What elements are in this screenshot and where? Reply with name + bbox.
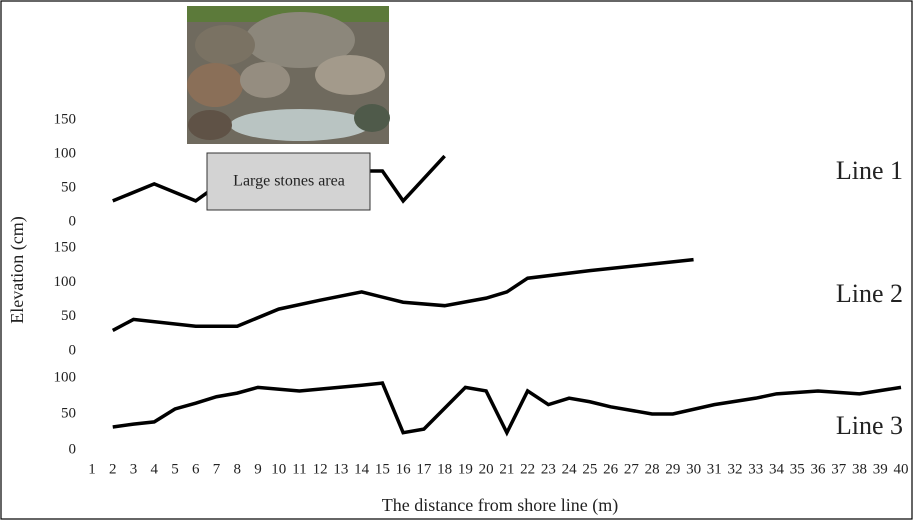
x-tick-label: 24 (562, 461, 578, 477)
annotation: Large stones area (233, 173, 345, 190)
x-tick-label: 30 (686, 461, 701, 477)
x-tick-label: 22 (520, 461, 535, 477)
y-tick-label: 50 (61, 179, 76, 195)
y-tick-label: 100 (54, 369, 77, 385)
x-tick-label: 25 (582, 461, 597, 477)
panel-label: Line 2 (836, 279, 903, 308)
x-tick-label: 28 (645, 461, 660, 477)
x-tick-label: 32 (728, 461, 743, 477)
panel-label: Line 1 (836, 156, 903, 185)
y-axis-label: Elevation (cm) (7, 216, 28, 323)
x-tick-label: 31 (707, 461, 722, 477)
line (112, 381, 902, 437)
annotation-box (206, 152, 371, 211)
x-tick-label: 40 (894, 461, 909, 477)
y-tick-label: 50 (61, 405, 76, 421)
x-tick-label: 16 (396, 461, 412, 477)
x-tick-label: 4 (150, 461, 158, 477)
x-tick-label: 15 (375, 461, 390, 477)
x-tick-label: 9 (254, 461, 262, 477)
x-tick-label: 36 (811, 461, 827, 477)
x-tick-label: 21 (499, 461, 514, 477)
x-tick-label: 14 (354, 461, 370, 477)
x-tick-label: 37 (831, 461, 847, 477)
x-tick-label: 35 (790, 461, 805, 477)
x-tick-label: 29 (665, 461, 680, 477)
x-tick-label: 34 (769, 461, 785, 477)
x-tick-label: 38 (852, 461, 867, 477)
x-tick-label: 13 (333, 461, 348, 477)
x-tick-label: 11 (292, 461, 306, 477)
x-tick-label: 1 (88, 461, 96, 477)
x-tick-label: 2 (109, 461, 117, 477)
plots: 1 2 3 4 5 6 7 8 9 10 11 12 13 14 15 16 17 18 19 20 21 22 23 24 2… (54, 111, 909, 477)
x-tick-label: 39 (873, 461, 888, 477)
y-tick-label: 100 (54, 274, 77, 290)
stones-photo (187, 6, 390, 144)
x-tick-label: 7 (213, 461, 221, 477)
x-tick-label: 20 (479, 461, 494, 477)
y-tick-label: 50 (61, 308, 76, 324)
y-tick-label: 0 (69, 441, 77, 457)
line (111, 257, 694, 332)
x-tick-label: 8 (233, 461, 241, 477)
x-tick-label: 19 (458, 461, 473, 477)
y-tick-label: 0 (69, 342, 77, 358)
x-tick-label: 33 (748, 461, 763, 477)
panel-label: Line 3 (836, 411, 903, 440)
y-tick-label: 0 (69, 213, 77, 229)
y-tick-label: 150 (54, 239, 77, 255)
x-tick-label: 5 (171, 461, 179, 477)
x-tick-label: 18 (437, 461, 452, 477)
x-tick-label: 26 (603, 461, 619, 477)
y-tick-label: 150 (54, 111, 77, 127)
x-tick-label: 12 (313, 461, 328, 477)
x-tick-label: 17 (416, 461, 432, 477)
x-tick-label: 10 (271, 461, 286, 477)
x-tick-label: 27 (624, 461, 640, 477)
x-axis-label: The distance from shore line (m) (382, 495, 618, 516)
y-tick-label: 100 (54, 145, 77, 161)
x-tick-label: 3 (130, 461, 138, 477)
x-tick-label: 23 (541, 461, 556, 477)
x-tick-label: 6 (192, 461, 200, 477)
